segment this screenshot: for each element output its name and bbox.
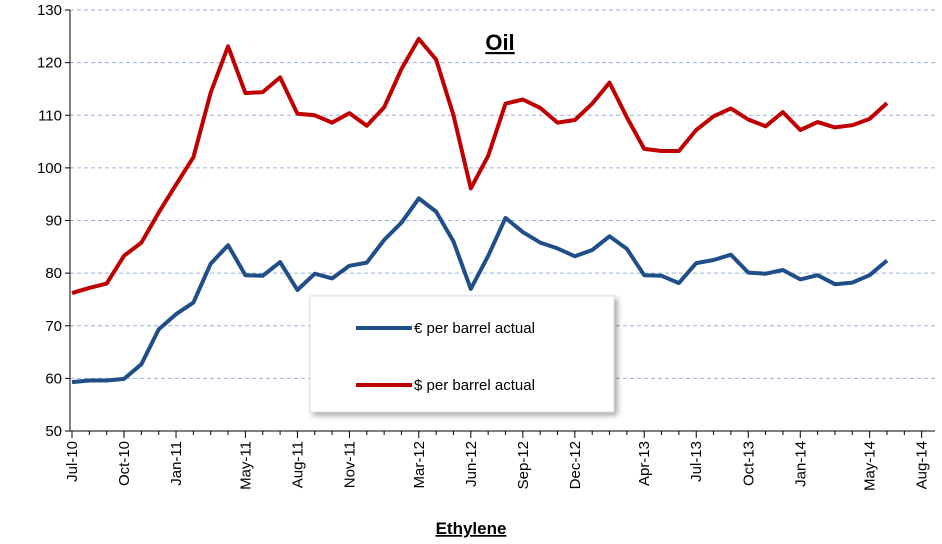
x-tick-label: Jul-13 bbox=[688, 441, 705, 482]
x-tick-label: Aug-14 bbox=[914, 441, 931, 489]
x-axis-label: Ethylene bbox=[436, 519, 507, 538]
y-tick-label: 100 bbox=[37, 160, 62, 177]
x-tick-label: Jan-14 bbox=[792, 441, 809, 487]
x-tick-label: Jun-12 bbox=[463, 441, 480, 487]
series-line bbox=[71, 36, 889, 296]
x-tick-label: Oct-13 bbox=[740, 441, 757, 486]
legend-label: $ per barrel actual bbox=[414, 377, 535, 394]
y-tick-label: 120 bbox=[37, 55, 62, 72]
x-tick-label: Nov-11 bbox=[341, 441, 358, 488]
x-tick-label: Aug-11 bbox=[289, 441, 306, 488]
y-tick-label: 130 bbox=[37, 2, 62, 19]
x-tick-label: Jan-11 bbox=[168, 441, 185, 486]
y-tick-label: 60 bbox=[45, 370, 62, 387]
chart-title: Oil bbox=[485, 30, 514, 55]
x-tick-label: May-11 bbox=[237, 441, 254, 490]
y-tick-label: 90 bbox=[45, 213, 62, 230]
x-tick-label: May-14 bbox=[862, 441, 879, 491]
lines bbox=[71, 36, 889, 385]
x-tick-label: Oct-10 bbox=[116, 441, 133, 486]
grid: 50 60 70 80 90 100 110 120 130 Jul-10 Oct-10 Jan-11… bbox=[37, 2, 935, 491]
legend-box bbox=[309, 295, 615, 413]
y-tick-label: 110 bbox=[38, 107, 62, 124]
x-tick-label: Sep-12 bbox=[515, 441, 532, 489]
y-tick-label: 80 bbox=[45, 265, 62, 282]
x-tick-label: Dec-12 bbox=[567, 441, 584, 489]
y-tick-label: 50 bbox=[45, 423, 62, 440]
x-tick-label: Apr-13 bbox=[636, 441, 653, 486]
x-tick-label: Mar-12 bbox=[411, 441, 428, 489]
x-tick-label: Jul-10 bbox=[64, 441, 81, 482]
legend-label: € per barrel actual bbox=[414, 320, 535, 337]
y-tick-label: 70 bbox=[45, 318, 62, 335]
legend: € per barrel actual $ per barrel actual bbox=[356, 320, 535, 394]
series-line bbox=[71, 196, 889, 385]
